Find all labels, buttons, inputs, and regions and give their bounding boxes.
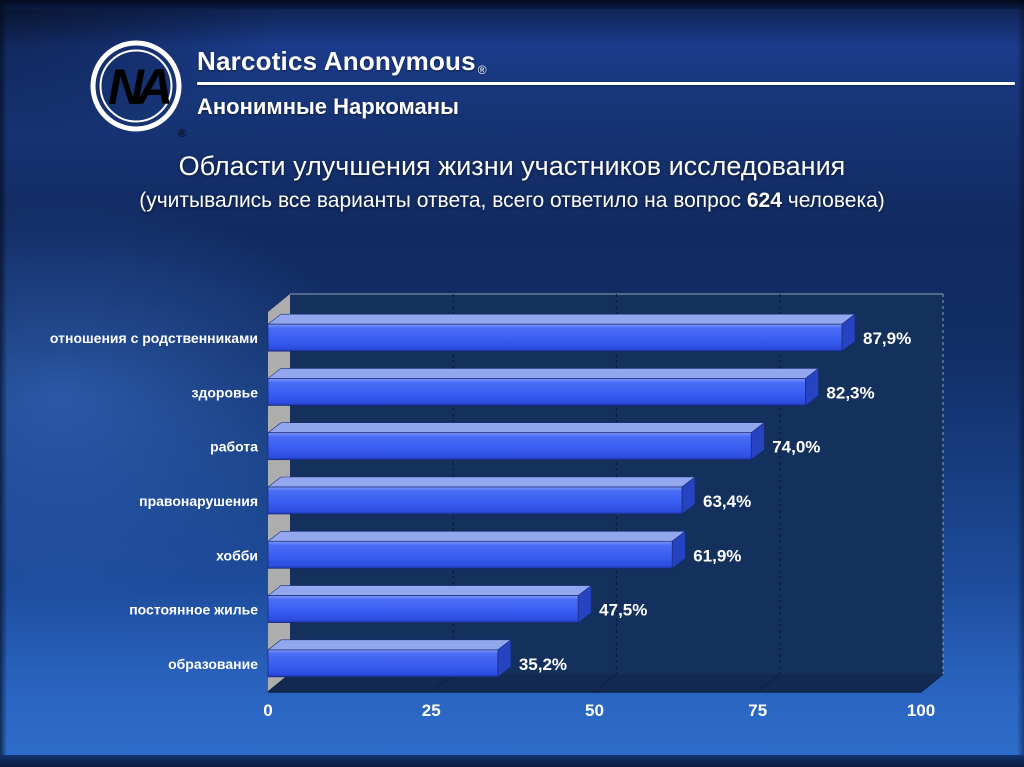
- bar: [267, 486, 683, 515]
- category-label: правонарушения: [139, 493, 258, 509]
- bar-top-face: [267, 368, 820, 379]
- axis-tick: [594, 673, 617, 693]
- x-tick-label: 100: [907, 701, 935, 720]
- axis-tick: [757, 673, 781, 693]
- logo-registered-icon: ®: [178, 128, 186, 140]
- bar-row: 63,4%: [267, 476, 751, 515]
- x-tick-label: 50: [585, 701, 604, 720]
- category-label: постоянное жилье: [129, 602, 258, 618]
- bar-top-face: [267, 585, 593, 596]
- bar-value-label: 35,2%: [519, 655, 567, 674]
- category-label: хобби: [216, 547, 258, 563]
- bar: [267, 649, 499, 678]
- bars: 87,9% 82,3% 74,0% 63,4% 61,9% 47,5% 35,2%: [267, 313, 911, 678]
- bar-row: 47,5%: [267, 584, 647, 624]
- bar-value-label: 82,3%: [826, 383, 874, 402]
- header: Narcotics Anonymous ® Анонимные Наркоманы: [197, 46, 1015, 120]
- x-axis-labels: 0 25 50 75 100: [263, 701, 935, 720]
- slide-title: Области улучшения жизни участников иссле…: [178, 151, 846, 181]
- right-edge-bar: [1017, 0, 1024, 767]
- slide-subtitle: (учитывались все варианты ответа, всего …: [0, 186, 1024, 215]
- brand-title-ru: Анонимные Наркоманы: [197, 94, 459, 119]
- bar-value-label: 63,4%: [703, 492, 751, 511]
- na-logo-icon: NA ®: [90, 40, 186, 140]
- logo-monogram: NA: [108, 59, 170, 115]
- subtitle-count: 624: [746, 189, 782, 212]
- brand-en-text: Narcotics Anonymous: [197, 46, 476, 76]
- bar-row: 87,9%: [267, 313, 911, 352]
- bar: [267, 432, 752, 461]
- logo-outer-ring: [90, 40, 182, 132]
- bar-value-label: 61,9%: [693, 546, 741, 565]
- bottom-edge-bar: [0, 755, 1024, 767]
- left-edge-bar: [0, 0, 7, 767]
- x-tick-label: 0: [263, 701, 272, 720]
- subtitle-suffix: человека): [781, 189, 885, 212]
- brand-title-en: Narcotics Anonymous ®: [197, 46, 1015, 77]
- bar-top-face: [267, 530, 687, 542]
- bar-value-label: 87,9%: [863, 329, 911, 348]
- registered-mark-icon: ®: [477, 63, 487, 77]
- bar-top-face: [267, 476, 696, 488]
- category-labels: отношения с родственниками здоровье работа…: [50, 330, 258, 672]
- bar: [267, 540, 673, 569]
- slide-title-block: Области улучшения жизни участников иссле…: [0, 150, 1024, 215]
- bar-top-face: [267, 422, 766, 434]
- bar-row: 35,2%: [267, 639, 567, 678]
- top-edge-bar: [0, 0, 1024, 9]
- bar-top-face: [267, 313, 856, 325]
- bar: [267, 378, 806, 406]
- bar: [267, 595, 579, 623]
- bar-chart: 87,9% 82,3% 74,0% 63,4% 61,9% 47,5% 35,2% отно…: [50, 293, 944, 720]
- logo-inner-ring: [99, 49, 173, 123]
- bar: [267, 323, 843, 352]
- x-tick-label: 25: [422, 701, 441, 720]
- category-label: работа: [210, 439, 258, 455]
- category-label: образование: [168, 656, 258, 672]
- x-tick-label: 75: [748, 701, 767, 720]
- bar-value-label: 47,5%: [599, 601, 647, 620]
- bar-row: 61,9%: [267, 530, 741, 569]
- header-divider: [197, 82, 1015, 85]
- category-label: отношения с родственниками: [50, 330, 258, 346]
- subtitle-prefix: (учитывались все варианты ответа, всего …: [139, 189, 747, 212]
- category-label: здоровье: [192, 384, 259, 400]
- bar-value-label: 74,0%: [772, 438, 820, 457]
- bar-row: 82,3%: [267, 367, 875, 407]
- bar-top-face: [267, 639, 512, 651]
- axis-tick: [920, 673, 944, 693]
- bar-row: 74,0%: [267, 422, 820, 461]
